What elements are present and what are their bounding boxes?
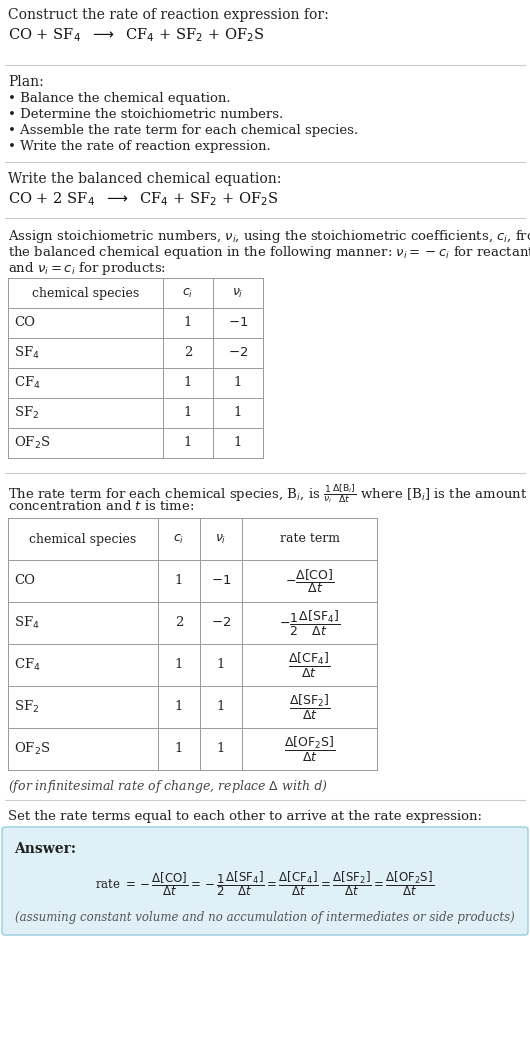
Text: (assuming constant volume and no accumulation of intermediates or side products): (assuming constant volume and no accumul… [15, 911, 515, 925]
Text: CF$_4$: CF$_4$ [14, 657, 41, 673]
Text: (for infinitesimal rate of change, replace $\Delta$ with $d$): (for infinitesimal rate of change, repla… [8, 778, 328, 794]
Text: $c_i$: $c_i$ [182, 286, 193, 300]
Text: 1: 1 [217, 742, 225, 756]
Text: SF$_4$: SF$_4$ [14, 345, 40, 361]
Text: SF$_2$: SF$_2$ [14, 405, 39, 421]
Text: • Assemble the rate term for each chemical species.: • Assemble the rate term for each chemic… [8, 124, 358, 137]
Text: 1: 1 [234, 377, 242, 389]
Text: $-1$: $-1$ [211, 574, 231, 588]
Text: 1: 1 [175, 742, 183, 756]
Text: $-\dfrac{1}{2}\dfrac{\Delta[\mathrm{SF_4}]}{\Delta t}$: $-\dfrac{1}{2}\dfrac{\Delta[\mathrm{SF_4… [279, 609, 340, 638]
Text: • Balance the chemical equation.: • Balance the chemical equation. [8, 92, 231, 105]
Text: $\dfrac{\Delta[\mathrm{CF_4}]}{\Delta t}$: $\dfrac{\Delta[\mathrm{CF_4}]}{\Delta t}… [288, 650, 331, 680]
Text: • Determine the stoichiometric numbers.: • Determine the stoichiometric numbers. [8, 108, 283, 121]
Text: CO + 2 SF$_4$  $\longrightarrow$  CF$_4$ + SF$_2$ + OF$_2$S: CO + 2 SF$_4$ $\longrightarrow$ CF$_4$ +… [8, 190, 278, 208]
Text: $-2$: $-2$ [211, 617, 231, 630]
Text: 1: 1 [184, 377, 192, 389]
Text: SF$_4$: SF$_4$ [14, 615, 40, 631]
Text: SF$_2$: SF$_2$ [14, 698, 39, 715]
Text: $-2$: $-2$ [228, 347, 248, 359]
Text: chemical species: chemical species [32, 286, 139, 300]
Text: • Write the rate of reaction expression.: • Write the rate of reaction expression. [8, 140, 271, 153]
Text: chemical species: chemical species [29, 532, 137, 546]
Text: OF$_2$S: OF$_2$S [14, 741, 50, 757]
Text: $\dfrac{\Delta[\mathrm{SF_2}]}{\Delta t}$: $\dfrac{\Delta[\mathrm{SF_2}]}{\Delta t}… [289, 692, 330, 721]
Text: 1: 1 [184, 436, 192, 450]
Text: $\nu_i$: $\nu_i$ [232, 286, 244, 300]
Text: 1: 1 [234, 436, 242, 450]
Text: 1: 1 [234, 406, 242, 420]
FancyBboxPatch shape [2, 827, 528, 935]
Text: 1: 1 [184, 316, 192, 330]
Text: Set the rate terms equal to each other to arrive at the rate expression:: Set the rate terms equal to each other t… [8, 810, 482, 823]
Text: Answer:: Answer: [14, 843, 76, 856]
Text: the balanced chemical equation in the following manner: $\nu_i = -c_i$ for react: the balanced chemical equation in the fo… [8, 244, 530, 261]
Text: CO: CO [14, 574, 35, 588]
Text: 1: 1 [217, 659, 225, 671]
Text: Write the balanced chemical equation:: Write the balanced chemical equation: [8, 172, 281, 186]
Text: Plan:: Plan: [8, 75, 44, 89]
Text: rate term: rate term [279, 532, 340, 546]
Text: rate $= -\dfrac{\Delta[\mathrm{CO}]}{\Delta t} = -\dfrac{1}{2}\dfrac{\Delta[\mat: rate $= -\dfrac{\Delta[\mathrm{CO}]}{\De… [95, 870, 435, 899]
Text: $-\dfrac{\Delta[\mathrm{CO}]}{\Delta t}$: $-\dfrac{\Delta[\mathrm{CO}]}{\Delta t}$ [285, 567, 334, 595]
Text: and $\nu_i = c_i$ for products:: and $\nu_i = c_i$ for products: [8, 260, 166, 277]
Text: 1: 1 [184, 406, 192, 420]
Text: 1: 1 [175, 659, 183, 671]
Text: Construct the rate of reaction expression for:: Construct the rate of reaction expressio… [8, 8, 329, 22]
Text: 1: 1 [175, 574, 183, 588]
Text: concentration and $t$ is time:: concentration and $t$ is time: [8, 499, 195, 513]
Text: Assign stoichiometric numbers, $\nu_i$, using the stoichiometric coefficients, $: Assign stoichiometric numbers, $\nu_i$, … [8, 228, 530, 245]
Text: $-1$: $-1$ [228, 316, 248, 330]
Text: $c_i$: $c_i$ [173, 532, 184, 546]
Text: 2: 2 [184, 347, 192, 359]
Text: $\dfrac{\Delta[\mathrm{OF_2S}]}{\Delta t}$: $\dfrac{\Delta[\mathrm{OF_2S}]}{\Delta t… [284, 735, 335, 763]
Text: CO: CO [14, 316, 35, 330]
Text: 2: 2 [175, 617, 183, 630]
Text: $\nu_i$: $\nu_i$ [215, 532, 227, 546]
Text: OF$_2$S: OF$_2$S [14, 435, 50, 451]
Text: The rate term for each chemical species, B$_i$, is $\frac{1}{\nu_i}\frac{\Delta[: The rate term for each chemical species,… [8, 482, 527, 505]
Text: CF$_4$: CF$_4$ [14, 375, 41, 392]
Text: CO + SF$_4$  $\longrightarrow$  CF$_4$ + SF$_2$ + OF$_2$S: CO + SF$_4$ $\longrightarrow$ CF$_4$ + S… [8, 26, 264, 44]
Text: 1: 1 [217, 701, 225, 713]
Text: 1: 1 [175, 701, 183, 713]
